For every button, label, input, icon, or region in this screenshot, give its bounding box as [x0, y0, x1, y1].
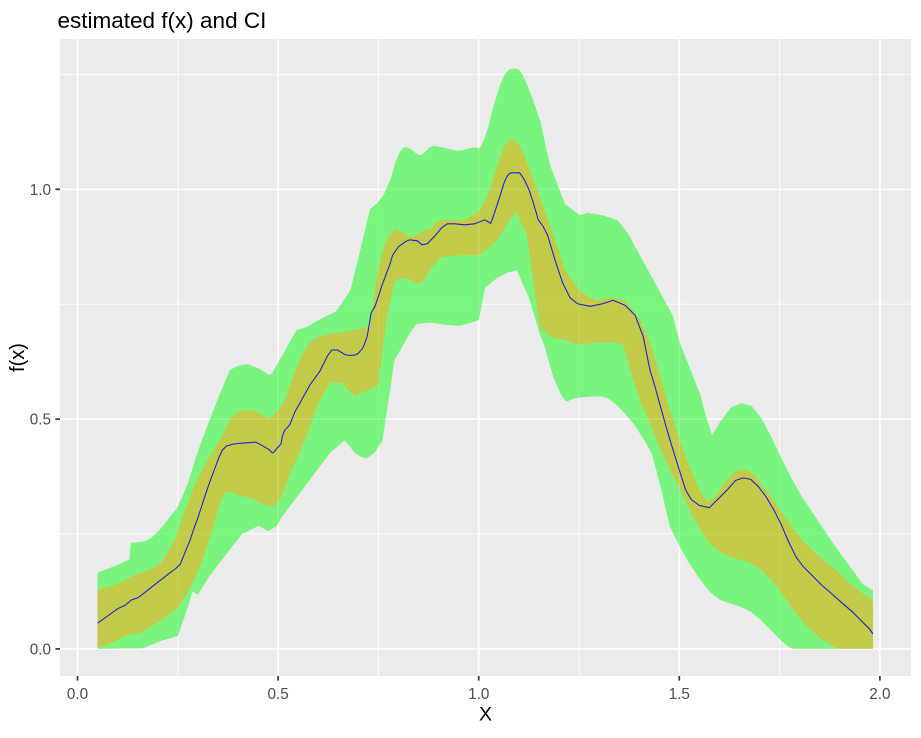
svg-text:X: X: [479, 704, 492, 726]
svg-text:0.0: 0.0: [30, 641, 51, 658]
svg-text:f(x): f(x): [7, 343, 29, 372]
svg-text:1.5: 1.5: [669, 686, 690, 703]
svg-text:1.0: 1.0: [468, 686, 489, 703]
svg-text:2.0: 2.0: [869, 686, 890, 703]
svg-text:estimated f(x) and CI: estimated f(x) and CI: [58, 8, 267, 33]
svg-text:0.5: 0.5: [267, 686, 288, 703]
svg-text:0.5: 0.5: [30, 412, 51, 429]
svg-text:1.0: 1.0: [30, 182, 51, 199]
svg-text:0.0: 0.0: [67, 686, 88, 703]
